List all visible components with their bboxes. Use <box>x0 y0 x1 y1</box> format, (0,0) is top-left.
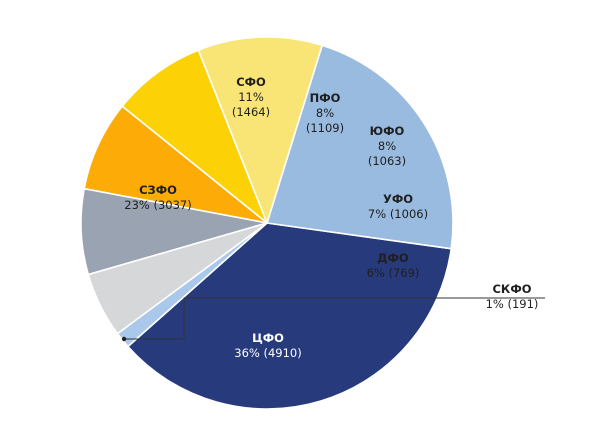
slice-label-3-line-2: (1109) <box>306 121 344 135</box>
leader-dot-7 <box>121 336 127 342</box>
slice-label-3-line-1: 8% <box>316 106 334 120</box>
slice-label-3-line-0: ПФО <box>310 91 341 105</box>
pie-slice-4 <box>83 105 268 224</box>
slice-label-5-line-0: УФО <box>383 192 413 206</box>
slice-label-5-line-1: 7% (1006) <box>368 207 428 221</box>
slice-label-2-line-2: (1464) <box>232 105 270 119</box>
slice-label-4-line-2: (1063) <box>368 154 406 168</box>
slice-label-2-line-1: 11% <box>238 90 264 104</box>
slice-label-0-line-0: ЦФО <box>252 331 284 345</box>
slice-label-1-line-0: СЗФО <box>139 183 177 197</box>
pie-slice-1 <box>266 44 454 250</box>
slice-label-0-line-1: 36% (4910) <box>234 346 301 360</box>
pie-slice-0 <box>127 222 453 410</box>
slice-label-6-line-1: 6% (769) <box>367 266 420 280</box>
slice-label-2-line-0: СФО <box>236 75 266 89</box>
slice-label-6-line-0: ДФО <box>377 251 409 265</box>
pie-slice-2 <box>197 36 323 224</box>
slice-label-1-line-1: 23% (3037) <box>124 198 191 212</box>
slice-label-4-line-1: 8% <box>378 139 396 153</box>
slice-label-7-line-1: 1% (191) <box>486 297 539 311</box>
pie-slice-3 <box>121 49 268 224</box>
slice-label-7-line-0: СКФО <box>492 282 531 296</box>
slice-label-4-line-0: ЮФО <box>370 124 405 138</box>
leader-line-7 <box>124 297 545 340</box>
